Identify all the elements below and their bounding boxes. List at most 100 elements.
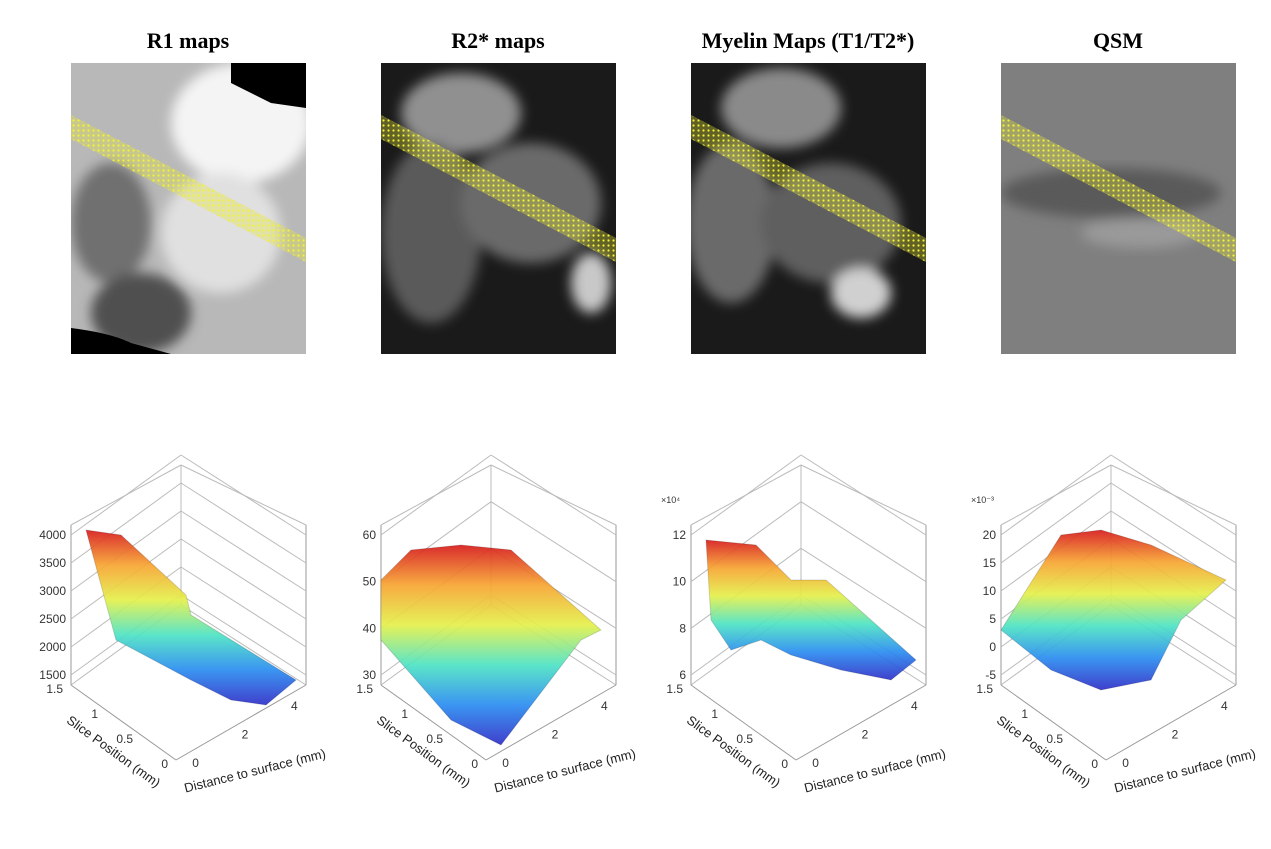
roi-band (1001, 115, 1236, 262)
axis-line (70, 482, 182, 564)
surface (380, 544, 602, 746)
axis-line (180, 510, 307, 592)
y-tick-label: 1.5 (976, 682, 993, 696)
axis-line (175, 684, 307, 761)
axis-line (800, 454, 927, 536)
axis-line (380, 684, 487, 761)
map-image (381, 63, 616, 354)
mask (231, 63, 306, 108)
map-image (71, 63, 306, 354)
axis-line (1000, 482, 1112, 564)
axis-line (70, 684, 177, 761)
roi-band (691, 115, 926, 262)
axis-line (70, 454, 182, 536)
panel-title: QSM (1093, 28, 1143, 53)
axis-line (380, 454, 492, 536)
blob (691, 143, 776, 303)
z-tick-label: 15 (983, 556, 997, 570)
x-tick-label: 2 (242, 728, 249, 742)
y-tick-label: 0.5 (426, 732, 443, 746)
blob (721, 68, 841, 148)
y-tick-label: 0.5 (736, 732, 753, 746)
y-tick-label: 0.5 (1046, 732, 1063, 746)
z-tick-label: 30 (363, 668, 377, 682)
z-tick-label: 50 (363, 575, 377, 589)
axis-line (180, 482, 307, 564)
axis-line (180, 538, 307, 620)
map-image (1001, 63, 1236, 354)
y-tick-label: 1.5 (666, 682, 683, 696)
y-tick-label: 1 (1021, 707, 1028, 721)
roi-band (381, 115, 616, 262)
z-tick-label: 4000 (39, 528, 66, 542)
y-tick-label: 0 (161, 757, 168, 771)
z-tick-label: 5 (989, 612, 996, 626)
z-tick-label: 10 (673, 575, 687, 589)
axis-line (180, 594, 307, 676)
roi-band (71, 115, 306, 262)
axis-line (1110, 454, 1237, 536)
blob (831, 268, 891, 318)
axis-line (1000, 684, 1107, 761)
z-exponent: ×10⁻³ (971, 495, 994, 505)
surface (85, 529, 297, 706)
panel-title: R1 maps (147, 28, 230, 53)
y-tick-label: 0 (781, 757, 788, 771)
z-tick-label: 0 (989, 640, 996, 654)
y-tick-label: 0 (471, 757, 478, 771)
y-tick-label: 0.5 (116, 732, 133, 746)
surface (1000, 529, 1227, 691)
x-tick-label: 2 (1172, 728, 1179, 742)
blob (161, 173, 281, 293)
axis-line (180, 454, 307, 536)
x-tick-label: 4 (601, 699, 608, 713)
x-tick-label: 0 (812, 756, 819, 770)
blob (71, 163, 151, 283)
x-tick-label: 4 (291, 699, 298, 713)
mask (71, 328, 171, 354)
z-tick-label: 1500 (39, 668, 66, 682)
image-texture (381, 73, 611, 323)
z-tick-label: 2500 (39, 612, 66, 626)
y-tick-label: 1.5 (46, 682, 63, 696)
panel-title: Myelin Maps (T1/T2*) (702, 28, 915, 53)
x-tick-label: 2 (552, 728, 559, 742)
axis-line (690, 684, 797, 761)
x-tick-label: 4 (1221, 699, 1228, 713)
axis-line (180, 566, 307, 648)
axis-line (795, 684, 927, 761)
z-tick-label: 3000 (39, 584, 66, 598)
map-image (691, 63, 926, 354)
z-tick-label: 2000 (39, 640, 66, 654)
z-exponent: ×10⁴ (661, 495, 680, 505)
z-tick-label: 40 (363, 621, 377, 635)
y-tick-label: 1 (401, 707, 408, 721)
z-tick-label: 12 (673, 528, 687, 542)
y-tick-label: 1 (711, 707, 718, 721)
surface (705, 539, 917, 681)
axis-line (1105, 684, 1237, 761)
blob (401, 73, 521, 153)
x-tick-label: 0 (502, 756, 509, 770)
axis-line (490, 454, 617, 536)
x-tick-label: 4 (911, 699, 918, 713)
blob (91, 273, 191, 353)
z-tick-label: 60 (363, 528, 377, 542)
axis-line (490, 501, 617, 583)
z-tick-label: -5 (985, 668, 996, 682)
axis-line (180, 604, 307, 686)
axis-line (800, 547, 927, 629)
panel-title: R2* maps (451, 28, 545, 53)
z-tick-label: 6 (679, 668, 686, 682)
z-tick-label: 20 (983, 528, 997, 542)
z-tick-label: 3500 (39, 556, 66, 570)
axis-line (1000, 454, 1112, 536)
blob (381, 143, 481, 323)
axis-line (690, 454, 802, 536)
x-tick-label: 0 (1122, 756, 1129, 770)
